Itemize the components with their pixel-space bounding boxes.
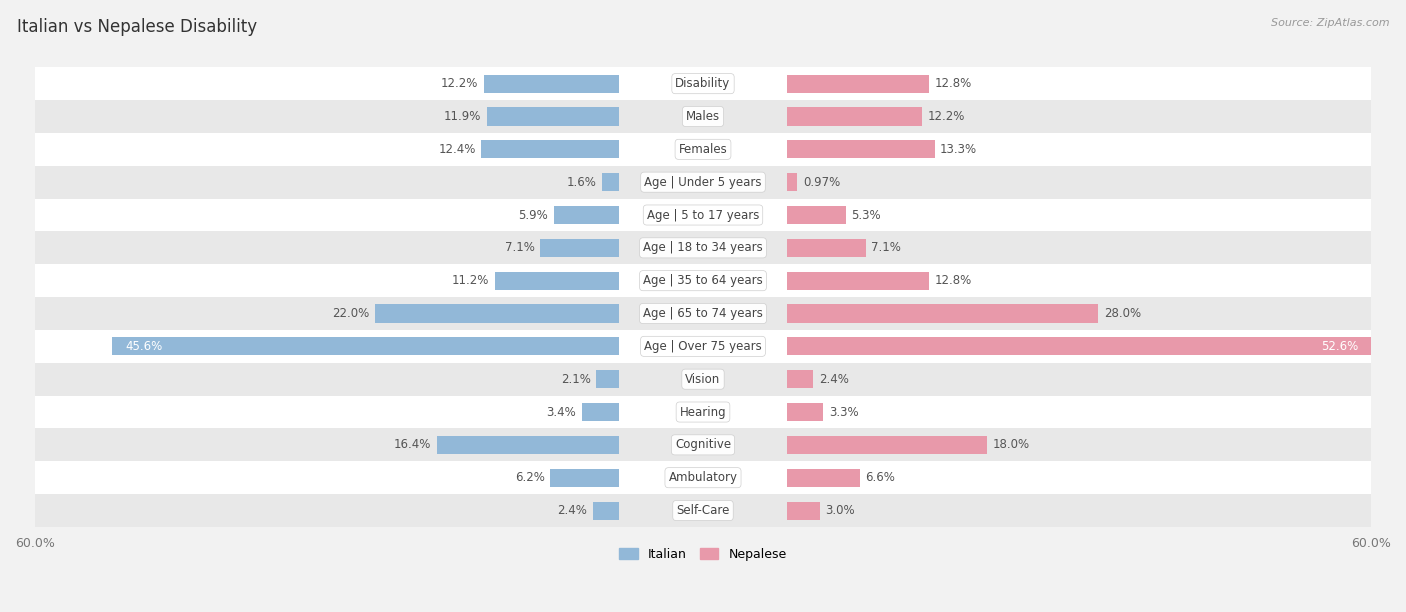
Bar <box>486 108 620 125</box>
Bar <box>786 469 860 487</box>
Text: 1.6%: 1.6% <box>567 176 596 188</box>
Text: 6.2%: 6.2% <box>515 471 546 484</box>
Text: 5.9%: 5.9% <box>519 209 548 222</box>
Bar <box>540 239 620 257</box>
Bar <box>35 166 1371 198</box>
Text: 0.97%: 0.97% <box>803 176 841 188</box>
Bar <box>554 206 620 224</box>
Bar <box>786 140 935 159</box>
Text: Ambulatory: Ambulatory <box>668 471 738 484</box>
Legend: Italian, Nepalese: Italian, Nepalese <box>614 543 792 566</box>
Bar <box>35 67 1371 100</box>
Text: 2.4%: 2.4% <box>818 373 849 386</box>
Text: 12.8%: 12.8% <box>935 77 972 90</box>
Text: Disability: Disability <box>675 77 731 90</box>
Bar <box>786 173 797 191</box>
Text: 13.3%: 13.3% <box>941 143 977 156</box>
Text: 12.8%: 12.8% <box>935 274 972 287</box>
Bar <box>786 337 1372 356</box>
Bar <box>35 198 1371 231</box>
Bar <box>35 363 1371 395</box>
Bar <box>786 75 929 92</box>
Text: 11.2%: 11.2% <box>451 274 489 287</box>
Bar <box>35 231 1371 264</box>
Bar <box>35 297 1371 330</box>
Bar <box>35 428 1371 461</box>
Text: 3.4%: 3.4% <box>547 406 576 419</box>
Text: Age | 35 to 64 years: Age | 35 to 64 years <box>643 274 763 287</box>
Text: Males: Males <box>686 110 720 123</box>
Bar <box>35 494 1371 527</box>
Text: Cognitive: Cognitive <box>675 438 731 452</box>
Bar <box>35 100 1371 133</box>
Text: Source: ZipAtlas.com: Source: ZipAtlas.com <box>1271 18 1389 28</box>
Text: Self-Care: Self-Care <box>676 504 730 517</box>
Bar <box>481 140 620 159</box>
Text: 3.3%: 3.3% <box>828 406 859 419</box>
Text: 12.2%: 12.2% <box>440 77 478 90</box>
Bar <box>786 239 866 257</box>
Bar <box>495 272 620 289</box>
Text: 2.1%: 2.1% <box>561 373 591 386</box>
Bar <box>786 501 820 520</box>
Bar <box>596 370 620 388</box>
Bar <box>35 264 1371 297</box>
Text: 11.9%: 11.9% <box>444 110 481 123</box>
Text: Italian vs Nepalese Disability: Italian vs Nepalese Disability <box>17 18 257 36</box>
Bar <box>786 436 987 454</box>
Bar <box>437 436 620 454</box>
Bar <box>35 395 1371 428</box>
Bar <box>551 469 620 487</box>
Bar <box>786 272 929 289</box>
Bar <box>484 75 620 92</box>
Text: Vision: Vision <box>685 373 721 386</box>
Bar <box>35 133 1371 166</box>
Bar <box>602 173 620 191</box>
Text: Age | Under 5 years: Age | Under 5 years <box>644 176 762 188</box>
Text: Age | Over 75 years: Age | Over 75 years <box>644 340 762 353</box>
Text: Age | 65 to 74 years: Age | 65 to 74 years <box>643 307 763 320</box>
Text: 18.0%: 18.0% <box>993 438 1029 452</box>
Bar <box>35 330 1371 363</box>
Bar <box>593 501 620 520</box>
Text: 3.0%: 3.0% <box>825 504 855 517</box>
Text: 52.6%: 52.6% <box>1322 340 1358 353</box>
Bar <box>582 403 620 421</box>
Text: 7.1%: 7.1% <box>872 241 901 255</box>
Bar <box>786 370 813 388</box>
Text: 12.4%: 12.4% <box>439 143 475 156</box>
Bar <box>786 108 922 125</box>
Text: 45.6%: 45.6% <box>125 340 162 353</box>
Text: 16.4%: 16.4% <box>394 438 432 452</box>
Bar <box>786 403 824 421</box>
Bar <box>786 305 1098 323</box>
Text: 12.2%: 12.2% <box>928 110 966 123</box>
Text: 2.4%: 2.4% <box>557 504 588 517</box>
Bar <box>111 337 620 356</box>
Text: Age | 5 to 17 years: Age | 5 to 17 years <box>647 209 759 222</box>
Text: 5.3%: 5.3% <box>851 209 880 222</box>
Text: 6.6%: 6.6% <box>866 471 896 484</box>
Bar <box>35 461 1371 494</box>
Text: Hearing: Hearing <box>679 406 727 419</box>
Bar <box>374 305 620 323</box>
Text: 28.0%: 28.0% <box>1104 307 1140 320</box>
Bar <box>786 206 845 224</box>
Text: Age | 18 to 34 years: Age | 18 to 34 years <box>643 241 763 255</box>
Text: 22.0%: 22.0% <box>332 307 368 320</box>
Text: Females: Females <box>679 143 727 156</box>
Text: 7.1%: 7.1% <box>505 241 534 255</box>
